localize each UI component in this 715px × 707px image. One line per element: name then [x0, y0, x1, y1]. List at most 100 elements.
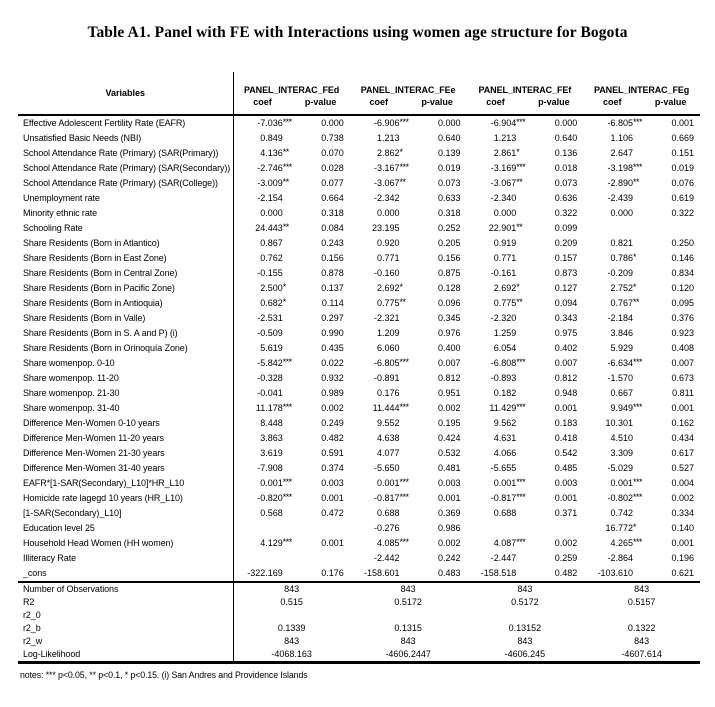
p-value: 0.345: [437, 313, 461, 323]
model-cell: 0.775 ** 0.096: [350, 296, 467, 311]
significance-stars: [283, 310, 294, 325]
p-value: 0.002: [554, 538, 578, 548]
table-row: Share womenpop. 11-20 -0.328 0.932 -0.891 0.…: [18, 371, 700, 386]
significance-stars: [400, 445, 411, 460]
model-cell: 0.000 0.318: [350, 206, 467, 221]
p-value: 0.482: [554, 568, 578, 578]
model-cell-wrap: 0.001 *** 0.003: [234, 476, 350, 491]
model-cell-wrap: -0.160 0.875: [350, 266, 467, 281]
model-cell-wrap: -2.890 ** 0.076: [583, 176, 700, 191]
coef-value: -0.802: [607, 493, 633, 503]
variable-label: Difference Men-Women 0-10 years: [18, 416, 234, 431]
summary-value: 843: [233, 581, 350, 596]
p-value: 0.542: [554, 448, 578, 458]
model-cell: 0.786 * 0.146: [583, 251, 700, 266]
model-cell: -0.209 0.834: [583, 266, 700, 281]
coef-value: 0.688: [376, 508, 400, 518]
model-cell-wrap: 4.129 *** 0.001: [234, 536, 350, 551]
significance-stars: *: [633, 282, 637, 292]
significance-stars: [283, 250, 294, 265]
significance-stars: ***: [633, 117, 643, 127]
coef-subheader: coef: [602, 97, 622, 107]
coef-value: 2.752: [610, 283, 633, 293]
table-row: Unemployment rate -2.154 0.664 -2.342 0.633-…: [18, 191, 700, 206]
significance-stars: ***: [633, 492, 643, 502]
p-value: 0.376: [671, 313, 694, 323]
model-cell-wrap: 0.001 *** 0.004: [583, 476, 700, 491]
model-cell: -3.167 *** 0.019: [350, 161, 467, 176]
model-cell-wrap: -0.509 0.990: [234, 326, 350, 341]
model-cell: -5.650 0.481: [350, 461, 467, 476]
coef-value: -3.009: [257, 178, 283, 188]
coef-value: 6.060: [376, 343, 400, 353]
significance-stars: ***: [399, 402, 410, 412]
variable-label: Unemployment rate: [18, 191, 234, 206]
p-value: 0.483: [437, 568, 461, 578]
p-value: 0.001: [321, 493, 344, 503]
model-cell-wrap: 0.767 ** 0.095: [583, 296, 700, 311]
model-cell-wrap: 4.066 0.542: [467, 446, 584, 461]
significance-stars: **: [516, 222, 523, 232]
coef-value: 1.213: [493, 133, 517, 143]
coef-value: -5.842: [257, 358, 283, 368]
model-cell-wrap: 4.085 *** 0.002: [350, 536, 467, 551]
model-cell: -2.864 0.196: [583, 551, 700, 566]
significance-stars: ***: [516, 402, 526, 412]
p-value: 0.400: [437, 343, 461, 353]
coef-value: -5.029: [607, 463, 633, 473]
significance-stars: [633, 445, 644, 460]
model-cell-wrap: 2.692 * 0.128: [350, 281, 467, 296]
significance-stars: ***: [282, 477, 293, 487]
sub-header-group: coef p-value: [583, 96, 700, 116]
significance-stars: [633, 415, 644, 430]
model-cell: 1.259 0.975: [467, 326, 584, 341]
model-cell: -5.655 0.485: [467, 461, 584, 476]
p-value: 0.249: [321, 418, 344, 428]
significance-stars: [400, 220, 411, 235]
significance-stars: [400, 415, 411, 430]
significance-stars: [516, 340, 527, 355]
significance-stars: [283, 385, 294, 400]
model-cell-wrap: -0.817 *** 0.001: [350, 491, 467, 506]
model-cell: -322.169 0.176: [233, 566, 350, 582]
model-cell-wrap: 0.786 * 0.146: [583, 251, 700, 266]
significance-stars: [283, 415, 294, 430]
model-cell: 0.688 0.371: [467, 506, 584, 521]
significance-stars: ***: [633, 537, 643, 547]
p-value: 0.128: [437, 283, 461, 293]
model-cell-wrap: 2.647 0.151: [583, 146, 700, 161]
p-value: 0.001: [671, 118, 694, 128]
significance-stars: ***: [282, 117, 293, 127]
p-value: 0.408: [671, 343, 694, 353]
coef-value: -7.036: [257, 118, 283, 128]
model-cell: 9.562 0.183: [467, 416, 584, 431]
significance-stars: [516, 415, 527, 430]
model-cell: 16.772 * 0.140: [583, 521, 700, 536]
table-row: Share womenpop. 31-40 11.178 *** 0.002 11.44…: [18, 401, 700, 416]
significance-stars: ***: [399, 492, 410, 502]
model-cell-wrap: -0.161 0.873: [467, 266, 584, 281]
significance-stars: **: [282, 222, 290, 232]
significance-stars: [283, 235, 294, 250]
significance-stars: [400, 505, 411, 520]
variable-label: School Attendance Rate (Primary) (SAR(Se…: [18, 161, 234, 176]
model-cell-wrap: -0.820 *** 0.001: [234, 491, 350, 506]
model-cell: -2.321 0.345: [350, 311, 467, 326]
significance-stars: [400, 130, 411, 145]
summary-row: R2 0.515 0.5172 0.5172 0.5157: [18, 596, 700, 609]
coef-value: 4.638: [376, 433, 400, 443]
significance-stars: [283, 325, 294, 340]
model-cell: -0.160 0.875: [350, 266, 467, 281]
coef-value: 8.448: [260, 418, 283, 428]
model-cell: 4.085 *** 0.002: [350, 536, 467, 551]
p-value: 0.633: [437, 193, 461, 203]
p-value: 0.482: [321, 433, 344, 443]
p-value: 0.146: [671, 253, 694, 263]
summary-body: Number of Observations 843 843 843 843 R2 0.51…: [18, 581, 700, 664]
p-value: 0.001: [554, 493, 578, 503]
p-value: 0.162: [671, 418, 694, 428]
p-value: 0.812: [437, 373, 461, 383]
significance-stars: **: [633, 297, 640, 307]
results-table: Variables PANEL_INTERAC_FEd PANEL_INTERA…: [18, 72, 700, 664]
significance-stars: [516, 205, 527, 220]
